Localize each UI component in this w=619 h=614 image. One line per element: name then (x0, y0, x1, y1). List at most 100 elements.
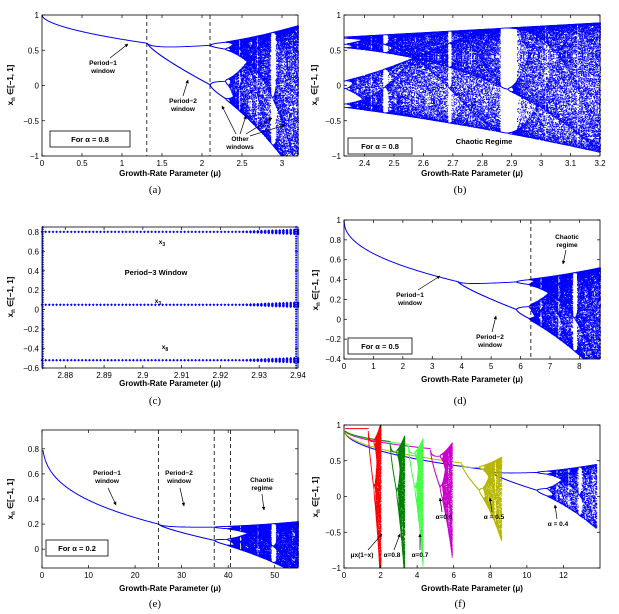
panel-a-ytick-label: −1 (30, 152, 40, 161)
panel-d-arrow3 (563, 250, 566, 264)
panel-d-ytick-label: 0.2 (330, 295, 342, 304)
panel-a-ylabel: xn ∈[−1, 1] (6, 64, 17, 105)
panel-c-xtick-label: 2.93 (251, 371, 267, 380)
panel-c-ytick-label: 0 (35, 306, 40, 315)
panel-b-ytick-label: −0.5 (325, 117, 341, 126)
panel-e-ann-period1: Period−1 (93, 470, 121, 477)
panel-d-ann-period2-b: window (477, 342, 503, 349)
panel-e-period1-curve (43, 450, 158, 524)
panel-c-label: (c) (149, 395, 162, 407)
panel-b-label: (b) (454, 184, 467, 196)
panel-b-xtick-label: 2.5 (388, 159, 400, 168)
panel-e-ytick-label: 0.8 (28, 445, 40, 454)
panel-f-ytick-label: 0.5 (330, 457, 342, 466)
panel-c-ytick-label: 0.8 (28, 228, 40, 237)
panel-a-ann-period2-b: window (170, 106, 196, 113)
panel-f-series-05: α = 0.5 (484, 514, 505, 521)
panel-c-xtick-label: 2.89 (96, 371, 112, 380)
panel-a-xtick-label: 1.5 (156, 159, 168, 168)
panel-e-label: (e) (149, 598, 162, 610)
panel-c-ytick-label: −0.6 (23, 364, 39, 373)
panel-a-xtick-label: 2 (200, 159, 205, 168)
panel-e-arrow2 (180, 488, 184, 506)
panel-c-ann-x8: x8 (162, 344, 169, 353)
panel-b-ytick-label: 1 (337, 11, 342, 20)
panel-f-xtick-label: 6 (451, 571, 456, 580)
panel-f: 0 2 4 6 8 10 12−1−0.500.51 Growth-Rate Paramet… (311, 421, 600, 610)
panel-f-ylabel: xn ∈[−1, 1] (311, 476, 322, 517)
panel-a-ann-other: Other (231, 136, 249, 143)
panel-e-ann-period2: Period−2 (165, 470, 193, 477)
panel-d-xlabel: Growth-Rate Parameter (μ) (421, 375, 523, 384)
panel-d-xtick-label: 5 (489, 362, 494, 371)
panel-a-ann-other-b: windows (225, 144, 254, 151)
panel-c-ytick-label: 0.6 (28, 247, 40, 256)
panel-a-arrow3 (222, 106, 236, 134)
panel-f-xtick-label: 10 (522, 571, 531, 580)
panel-e-points (158, 522, 299, 568)
panel-f-curve (345, 431, 430, 448)
panel-a: 0 0.5 1 1.5 2 2.5 3−1−0.500.51 Growth-Rate Par… (6, 11, 299, 196)
panel-e-ann-period1-b: window (94, 478, 120, 485)
panel-f-label: (f) (455, 598, 466, 610)
panel-f-arrow-08 (394, 534, 400, 550)
panel-e-ann-chaotic: Chaotic (250, 477, 274, 484)
panel-b-xtick-label: 2.6 (418, 159, 430, 168)
panel-d-ytick-label: 1 (337, 216, 342, 225)
panel-b-xtick-label: 3 (539, 159, 544, 168)
panel-a-ytick-label: −0.5 (23, 117, 39, 126)
panel-b-xtick-label: 3.1 (565, 159, 577, 168)
panel-f-plot (345, 425, 597, 568)
panel-f-points (489, 465, 598, 529)
panel-a-ann-period2: Period−2 (169, 98, 197, 105)
panel-e-xtick-label: 50 (270, 571, 279, 580)
panel-c-ylabel: xn ∈[−1, 1] (6, 276, 17, 317)
panel-f-ytick-label: 0 (337, 493, 342, 502)
panel-f-xlabel: Growth-Rate Parameter (μ) (421, 584, 523, 593)
panel-b-plot (344, 23, 601, 153)
panel-b-xtick-label: 2.7 (447, 159, 459, 168)
panel-b-xtick-label: 2.4 (359, 159, 371, 168)
panel-c-ann-x3-top: x3 (159, 239, 166, 248)
panel-c-ytick-label: −0.4 (23, 345, 39, 354)
panel-b-alpha-text: For α = 0.8 (361, 142, 399, 151)
panel-e-alpha-text: For α = 0.2 (58, 544, 96, 553)
panel-b-ytick-label: −1 (332, 152, 342, 161)
panel-a-xtick-label: 3 (280, 159, 285, 168)
panel-e-xlabel: Growth-Rate Parameter (μ) (119, 584, 221, 593)
panel-d-ytick-label: 0.6 (330, 256, 342, 265)
panel-f-series-06: α=0.6 (436, 514, 453, 521)
panel-b: 2.4 2.5 2.6 2.7 2.8 2.9 3 3.1 3.2−1−0.500.51 Gro… (310, 11, 606, 196)
panel-a-arrow4 (240, 116, 246, 134)
panel-a-arrow2 (183, 80, 188, 96)
panel-d-ytick-label: 0.8 (330, 236, 342, 245)
panel-d: 0 1 2 3 4 5 6 7 8−0.4−0.200.20.40.60.81 Growth-R… (311, 216, 601, 407)
panel-c-ticks: 2.88 2.89 2.9 2.91 2.92 2.93 2.94−0.6−0.4−0.20… (23, 227, 306, 380)
panel-f-arrow-06 (440, 498, 442, 512)
panel-f-series-07: α=0.7 (412, 552, 429, 559)
panel-c-ann-window: Period−3 Window (125, 268, 188, 277)
panel-f-xtick-label: 12 (559, 571, 568, 580)
panel-d-ytick-label: 0.4 (330, 276, 342, 285)
panel-c-xtick-label: 2.94 (290, 371, 306, 380)
panel-d-xtick-label: 3 (430, 362, 435, 371)
panel-d-label: (d) (454, 395, 467, 407)
panel-d-xtick-label: 6 (518, 362, 523, 371)
panel-e-ytick-label: 0.4 (28, 495, 40, 504)
panel-e-xtick-label: 0 (40, 571, 45, 580)
panel-e-arrow3 (262, 494, 264, 510)
panel-e-ylabel: xn ∈[−1, 1] (6, 478, 17, 519)
panel-f-series-04: α = 0.4 (548, 521, 569, 528)
panel-c-ytick-label: 0.4 (28, 267, 40, 276)
panel-a-xtick-label: 1 (120, 159, 125, 168)
panel-e-ytick-label: 0.2 (28, 520, 40, 529)
panel-d-alpha-text: For α = 0.5 (361, 342, 399, 351)
panel-d-ann-period1: Period−1 (396, 292, 424, 299)
panel-d-arrow2 (492, 316, 496, 332)
panel-d-period1-curve (344, 220, 457, 282)
panel-f-series-08: α=0.8 (384, 552, 401, 559)
panel-f-points (390, 436, 405, 568)
panel-d-arrow1 (418, 276, 440, 290)
panel-d-ytick-label: −0.4 (325, 355, 341, 364)
panel-f-xtick-label: 8 (488, 571, 493, 580)
